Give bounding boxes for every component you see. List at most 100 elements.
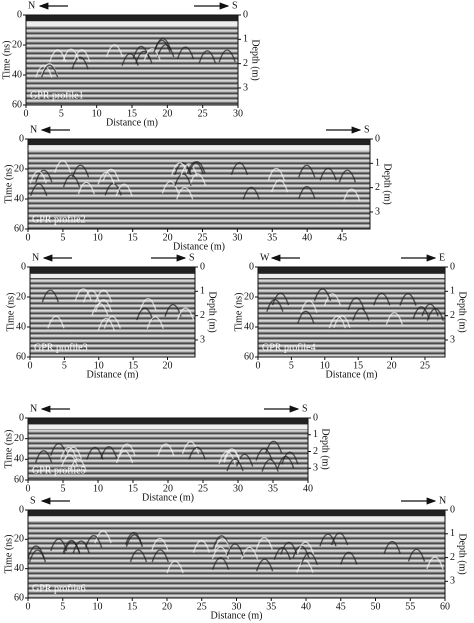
x-tick-label: 20 <box>163 360 173 371</box>
hyperbola <box>296 541 315 555</box>
x-tick-label: 35 <box>268 483 278 494</box>
hyperbola <box>218 451 236 464</box>
hyperbola <box>198 50 216 64</box>
hyperbola <box>174 173 192 187</box>
y-tick-label: 60 <box>14 223 24 234</box>
hyperbola <box>71 56 89 70</box>
hyperbola <box>118 443 136 457</box>
hyperbola <box>271 292 290 306</box>
hyperbola <box>135 50 153 64</box>
hyperbola <box>73 49 91 63</box>
x-tick-label: 10 <box>320 360 330 371</box>
radargram <box>28 510 445 598</box>
y-tick-label: 0 <box>17 9 22 20</box>
profile-label: GPR profile4 <box>262 342 316 353</box>
radargram <box>30 267 195 357</box>
y-tick-label: 60 <box>14 474 24 485</box>
hyperbola <box>54 159 72 173</box>
y2-axis-label: Depth (m) <box>250 39 261 80</box>
left-direction: W <box>260 252 270 263</box>
hyperbola <box>323 293 342 307</box>
hyperbola <box>62 48 80 62</box>
hyperbola <box>343 188 361 202</box>
hyperbola <box>407 548 426 562</box>
hyperbola <box>340 551 358 565</box>
hyperbola <box>385 311 404 325</box>
hyperbola <box>29 170 47 184</box>
direct-wave <box>30 274 195 278</box>
x-tick-label: 20 <box>162 601 172 612</box>
hyperbola <box>213 538 232 551</box>
y2-tick-label: 2 <box>313 446 318 457</box>
x-tick-label: 10 <box>93 483 103 494</box>
profile-label: GPR profile6 <box>32 583 86 594</box>
y2-tick-label: 1 <box>243 34 248 45</box>
hyperbola <box>35 169 53 183</box>
right-direction: E <box>439 252 445 263</box>
y2-tick-label: 1 <box>375 158 380 169</box>
hyperbola <box>399 292 417 306</box>
hyperbola <box>181 441 200 455</box>
hyperbola <box>171 162 189 176</box>
y-tick-label: 20 <box>14 534 24 545</box>
hyperbola <box>176 186 194 200</box>
x-tick-label: 25 <box>197 601 207 612</box>
hyperbola <box>242 186 260 200</box>
hyperbola <box>226 543 244 557</box>
y2-tick-label: 2 <box>243 58 248 69</box>
hyperbola <box>94 299 113 313</box>
y2-axis-label: Depth (m) <box>457 533 468 574</box>
direct-wave <box>30 267 195 273</box>
x-tick-label: 20 <box>163 483 173 494</box>
hyperbola <box>125 534 144 547</box>
y-axis-label: Time (ns) <box>233 293 244 332</box>
hyperbola <box>297 310 315 324</box>
y-tick-label: 0 <box>19 133 24 144</box>
hyperbola <box>74 288 92 302</box>
x-axis-label: Distance (m) <box>173 241 225 252</box>
y2-tick-label: 0 <box>375 133 380 144</box>
left-direction: N <box>30 403 37 414</box>
hyperbola <box>280 541 298 555</box>
y2-axis-label: Depth (m) <box>207 291 218 332</box>
hyperbola <box>188 160 206 174</box>
x-tick-label: 5 <box>61 483 66 494</box>
y2-tick-label: 0 <box>243 9 248 20</box>
y2-tick-label: 1 <box>313 429 318 440</box>
x-tick-label: 20 <box>163 232 173 243</box>
x-tick-label: 0 <box>28 360 33 371</box>
hyperbola <box>281 451 299 465</box>
direct-wave <box>28 517 445 521</box>
x-tick-label: 10 <box>92 108 102 119</box>
right-direction: S <box>189 252 195 263</box>
hyperbola <box>338 169 357 183</box>
y2-axis-label: Depth (m) <box>320 428 331 469</box>
x-axis-label: Distance (m) <box>142 492 194 503</box>
y-tick-label: 60 <box>16 351 26 362</box>
hyperbola <box>69 458 87 472</box>
hyperbola <box>77 181 96 195</box>
hyperbola <box>166 560 184 574</box>
x-tick-label: 5 <box>60 232 65 243</box>
y2-tick-label: 0 <box>450 504 455 515</box>
hyperbola <box>102 168 120 182</box>
y2-tick-label: 0 <box>200 261 205 272</box>
x-tick-label: 10 <box>93 601 103 612</box>
hyperbola <box>319 533 337 547</box>
x-tick-label: 30 <box>232 601 242 612</box>
x-axis-label: Distance (m) <box>326 369 378 380</box>
x-tick-label: 0 <box>26 483 31 494</box>
x-tick-label: 30 <box>233 483 243 494</box>
y-tick-label: 40 <box>244 321 254 332</box>
y-tick-label: 40 <box>14 454 24 465</box>
hyperbola <box>143 47 161 61</box>
hyperbola <box>71 164 90 178</box>
x-tick-label: 0 <box>26 232 31 243</box>
y-tick-label: 20 <box>14 163 24 174</box>
hyperbola <box>35 64 53 78</box>
x-tick-label: 40 <box>302 232 312 243</box>
x-tick-label: 60 <box>440 601 450 612</box>
hyperbola <box>383 540 401 554</box>
